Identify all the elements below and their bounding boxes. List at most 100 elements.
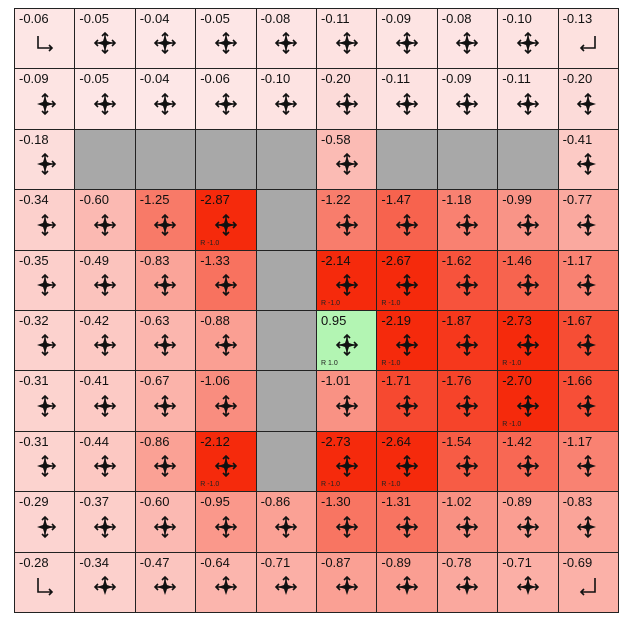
policy-arrowhead-down: [403, 110, 411, 115]
policy-arrows-icon: [154, 213, 177, 236]
policy-arrowhead-up: [101, 575, 109, 581]
policy-arrowhead-down: [101, 472, 109, 478]
policy-arrowhead-up: [403, 334, 411, 340]
policy-arrowhead-down: [41, 110, 49, 115]
policy-center-mark: [157, 518, 174, 535]
policy-arrows-icon: [516, 213, 540, 236]
policy-arrowhead-left: [275, 39, 280, 48]
state-value: -1.47: [381, 192, 412, 208]
state-value: -2.67: [381, 252, 412, 268]
state-value: -2.73: [321, 433, 351, 449]
policy-arrowhead-up: [584, 92, 592, 98]
policy-arrowhead-up: [403, 515, 411, 521]
policy-center-mark: [157, 579, 174, 596]
policy-arrowhead-right: [353, 221, 358, 229]
policy-center-mark: [36, 216, 53, 233]
policy-arrows-icon: [154, 575, 177, 596]
policy-arrowhead-up: [584, 153, 592, 158]
policy-arrows-icon: [214, 92, 238, 115]
policy-arrowhead-right: [51, 100, 56, 108]
state-value: -0.05: [79, 71, 110, 87]
policy-center-mark: [399, 35, 416, 52]
state-cell: -0.71: [497, 551, 559, 613]
policy-center-mark: [399, 458, 416, 475]
policy-arrowhead-left: [214, 100, 220, 108]
policy-arrows-icon: [36, 334, 56, 357]
state-value: -0.09: [441, 71, 472, 87]
policy-center-mark: [519, 518, 536, 535]
policy-center-mark: [97, 277, 114, 294]
state-value: -0.47: [139, 554, 170, 570]
state-cell: -0.86: [255, 491, 317, 553]
policy-arrowhead-down: [161, 412, 170, 417]
policy-arrowhead-left: [154, 583, 160, 591]
policy-arrowhead-right: [111, 341, 117, 350]
state-cell: -0.60: [134, 491, 197, 553]
policy-corner-head: [48, 588, 53, 596]
policy-arrowhead-down: [161, 351, 170, 357]
policy-center-mark: [338, 277, 355, 294]
policy-arrowhead-up: [222, 92, 230, 98]
policy-center-mark: [580, 95, 597, 112]
policy-arrows-icon: [577, 455, 597, 478]
policy-corner-line: [581, 578, 597, 593]
policy-arrowhead-left: [154, 221, 160, 229]
state-value: -1.25: [139, 192, 170, 208]
state-cell: -0.10: [255, 68, 317, 130]
reward-label: R -1.0: [502, 360, 522, 368]
policy-center-mark: [519, 216, 536, 233]
policy-arrows-icon: [577, 213, 597, 236]
policy-arrowhead-up: [524, 334, 532, 340]
policy-arrowhead-right: [413, 583, 419, 591]
policy-arrows-icon: [154, 273, 177, 297]
policy-arrowhead-left: [214, 221, 220, 229]
policy-arrows-icon: [395, 273, 419, 297]
policy-arrowhead-right: [534, 281, 540, 289]
policy-arrowhead-right: [232, 281, 238, 289]
policy-arrowhead-down: [524, 110, 532, 115]
state-cell: -1.71: [376, 370, 438, 432]
policy-arrowhead-left: [516, 39, 522, 48]
policy-center-mark: [157, 216, 174, 233]
state-cell: -1.30: [316, 491, 378, 553]
policy-arrowhead-right: [413, 341, 419, 350]
policy-arrowhead-left: [154, 281, 160, 289]
policy-arrowhead-right: [473, 100, 479, 108]
policy-center-mark: [399, 337, 416, 354]
state-value: -0.49: [79, 252, 110, 268]
policy-arrowhead-right: [232, 100, 238, 108]
state-cell: -0.29: [14, 491, 76, 553]
policy-arrowhead-down: [161, 231, 170, 236]
state-value: -0.60: [79, 192, 110, 208]
state-cell: -0.69: [557, 551, 619, 613]
state-value: -0.31: [19, 373, 49, 389]
policy-arrowhead-right: [353, 583, 358, 591]
state-value: -0.63: [139, 313, 170, 328]
state-value: -0.04: [139, 11, 170, 26]
policy-arrowhead-right: [413, 402, 419, 410]
policy-arrowhead-down: [101, 351, 109, 357]
policy-arrowhead-down: [524, 533, 532, 538]
state-value: -0.41: [79, 373, 110, 389]
policy-corner-line: [36, 578, 52, 593]
policy-center-mark: [399, 579, 416, 596]
policy-arrowhead-right: [473, 281, 479, 289]
policy-arrowhead-up: [222, 455, 230, 460]
policy-arrowhead-down: [463, 231, 472, 236]
policy-center-mark: [459, 277, 476, 294]
policy-arrows-icon: [275, 575, 298, 596]
wall-cell: [74, 128, 136, 191]
policy-arrows-icon: [93, 334, 117, 357]
policy-arrowhead-down: [343, 231, 351, 236]
policy-arrows-icon: [36, 394, 56, 417]
policy-arrows-icon: [335, 32, 358, 55]
policy-arrowhead-up: [343, 515, 351, 521]
state-cell: -0.31: [14, 370, 76, 432]
policy-arrowhead-right: [232, 341, 238, 350]
policy-arrowhead-up: [343, 92, 351, 98]
state-value: -1.01: [321, 373, 351, 389]
policy-arrowhead-up: [584, 334, 592, 340]
policy-arrows-icon: [577, 153, 597, 176]
policy-arrowhead-right: [232, 523, 238, 531]
policy-arrowhead-right: [353, 402, 358, 410]
